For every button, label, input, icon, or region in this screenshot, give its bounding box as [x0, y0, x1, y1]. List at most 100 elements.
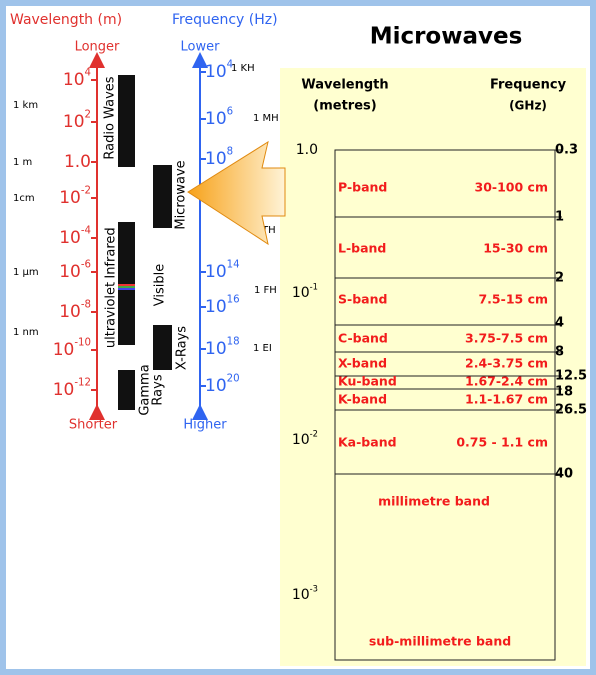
- wavelength-tick-exp: 2: [85, 109, 91, 120]
- microwave-frequency-tick: 1: [555, 210, 564, 225]
- microwave-frequency-tick: 4: [555, 316, 564, 331]
- microwave-frequency-tick: 18: [555, 385, 573, 400]
- frequency-tick: 104: [205, 59, 233, 82]
- band-range: 0.75 - 1.1 cm: [456, 435, 548, 450]
- higher: Higher: [183, 418, 227, 433]
- microwave-wavelength-tick-exp: -3: [310, 583, 318, 593]
- microwave-wavelength-tick-exp: -2: [310, 428, 318, 438]
- frequency-tick-exp: 4: [227, 59, 233, 70]
- frequency-tick-exp: 16: [227, 294, 240, 305]
- band-name: Ku-band: [338, 374, 397, 389]
- wavelength-tick-base: 10: [53, 340, 75, 360]
- microwave-frequency-tick: 2: [555, 271, 564, 286]
- frequency-tick-base: 10: [205, 109, 227, 129]
- frequency-tick-base: 10: [205, 339, 227, 359]
- radio-bar: [118, 75, 135, 167]
- wavelength-tick: 10-4: [59, 225, 91, 248]
- frequency-tick-exp: 6: [227, 106, 233, 117]
- band-label: Rays: [151, 374, 166, 405]
- band-name: K-band: [338, 392, 387, 407]
- zoom-arrow: [187, 140, 286, 246]
- frequency-tick: 108: [205, 146, 233, 169]
- wavelength-tick-base: 10: [59, 302, 81, 322]
- band-range: 3.75-7.5 cm: [465, 331, 548, 346]
- frequency-tick: 1018: [205, 336, 240, 359]
- wavelength-tick: 10-2: [59, 185, 91, 208]
- wavelength-tick: 10-10: [53, 337, 91, 360]
- wavelength-tick-base: 10: [63, 112, 85, 132]
- band-range: 15-30 cm: [483, 241, 548, 256]
- frequency-tick: 106: [205, 106, 233, 129]
- wavelength-tick-exp: -4: [81, 225, 91, 236]
- microwave-frequency-tick: 8: [555, 345, 564, 360]
- microwave-frequency-tick: 40: [555, 467, 573, 482]
- frequency-tick: 1016: [205, 294, 240, 317]
- band-table: [334, 149, 556, 661]
- microwave-frequency-tick: 26.5: [555, 403, 587, 418]
- frequency-tick-base: 10: [205, 262, 227, 282]
- microwave-frequency-tick: 12.5: [555, 369, 587, 384]
- microwave-wavelength-tick: 1.0: [296, 142, 318, 158]
- wavelength-header: Wavelength: [301, 78, 388, 93]
- microwave-frequency-tick: 0.3: [555, 143, 578, 158]
- wavelength-tick-base: 10: [63, 70, 85, 90]
- frequency-unit: 1 EI: [253, 343, 272, 354]
- wavelength-unit: 1 nm: [13, 327, 39, 338]
- band-label: Microwave: [174, 160, 189, 229]
- frequency-tick-exp: 14: [227, 259, 240, 270]
- wavelength-unit: 1 m: [13, 157, 32, 168]
- wavelength-tick-base: 10: [59, 188, 81, 208]
- shorter: Shorter: [69, 418, 118, 433]
- microwave-wavelength-tick-base: 10: [292, 587, 310, 603]
- microwave-wavelength-tick-base: 10: [292, 285, 310, 301]
- wavelength-tick-exp: -8: [81, 299, 91, 310]
- band-range: 30-100 cm: [475, 180, 548, 195]
- frequency-header: (GHz): [509, 99, 547, 113]
- frequency-tick-base: 10: [205, 62, 227, 82]
- microwave-wavelength-tick: 10-2: [292, 428, 318, 448]
- frequency-tick: 1020: [205, 373, 240, 396]
- band-range: 2.4-3.75 cm: [465, 356, 548, 371]
- frequency-tick-base: 10: [205, 297, 227, 317]
- frequency-unit: 1 MH: [253, 113, 279, 124]
- band-range: 1.1-1.67 cm: [465, 392, 548, 407]
- microwave-wavelength-tick: 10-3: [292, 583, 318, 603]
- band-name: X-band: [338, 356, 387, 371]
- wavelength-tick-base: 10: [59, 228, 81, 248]
- band-label: ultraviolet: [104, 282, 119, 348]
- frequency-tick-base: 10: [205, 376, 227, 396]
- wavelength-unit: 1 µm: [13, 267, 39, 278]
- xray-bar: [153, 325, 172, 370]
- wavelength-tick: 104: [63, 67, 91, 90]
- wavelength-tick-exp: -10: [74, 337, 91, 348]
- microwave-wavelength-tick: 10-1: [292, 281, 318, 301]
- frequency-unit: 1 FH: [254, 285, 277, 296]
- frequency-tick-exp: 20: [227, 373, 240, 384]
- microwaves-title: Microwaves: [370, 24, 523, 50]
- wavelength-tick-exp: -6: [81, 259, 91, 270]
- wavelength-tick: 1.0: [64, 152, 91, 172]
- frequency-unit: TH: [261, 225, 276, 236]
- microwave-panel: [280, 68, 586, 666]
- millimetre-band: millimetre band: [378, 494, 490, 509]
- band-name: P-band: [338, 180, 387, 195]
- sub-millimetre-band: sub-millimetre band: [369, 634, 511, 649]
- visible-green: [118, 286, 135, 288]
- wavelength-tick-exp: -12: [74, 377, 91, 388]
- wavelength-tick: 10-12: [53, 377, 91, 400]
- band-name: Ka-band: [338, 435, 397, 450]
- band-label: Visible: [153, 264, 168, 306]
- band-label: Radio Waves: [103, 76, 118, 159]
- visible-blue: [118, 288, 135, 290]
- wavelength-tick: 102: [63, 109, 91, 132]
- frequency-header: Frequency: [490, 78, 567, 93]
- microwave-wavelength-tick-base: 1.0: [296, 142, 318, 158]
- wavelength-unit: 1cm: [13, 193, 35, 204]
- band-range: 7.5-15 cm: [478, 292, 548, 307]
- lower: Lower: [181, 40, 221, 55]
- microwave-bar: [153, 165, 172, 228]
- wavelength-tick-exp: -2: [81, 185, 91, 196]
- band-name: L-band: [338, 241, 386, 256]
- band-label: Infrared: [104, 227, 119, 278]
